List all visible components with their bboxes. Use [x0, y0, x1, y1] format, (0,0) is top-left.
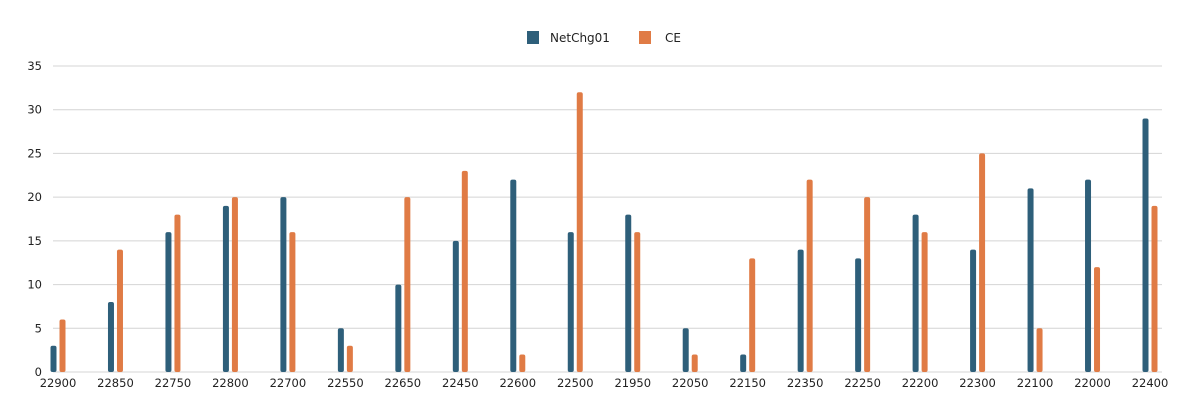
bar-ce-22300: [979, 153, 986, 372]
legend-label-netchg01: NetChg01: [550, 31, 610, 45]
legend-swatch-ce: [639, 31, 651, 44]
x-tick-label: 22450: [442, 376, 479, 390]
x-tick-label: 22800: [212, 376, 249, 390]
bar-ce-22550: [346, 345, 353, 372]
legend-swatch-netchg01: [527, 31, 539, 44]
bar-netchg01-22400: [1142, 118, 1149, 372]
bar-ce-22700: [289, 232, 296, 372]
x-tick-label: 22550: [327, 376, 364, 390]
legend: NetChg01 CE: [527, 31, 681, 45]
bar-ce-22850: [116, 249, 123, 372]
y-tick-label: 10: [27, 278, 42, 292]
y-tick-label: 5: [35, 321, 42, 335]
bar-netchg01-22500: [567, 232, 574, 372]
bar-ce-22750: [174, 214, 181, 372]
bar-netchg01-22200: [912, 214, 919, 372]
bar-ce-22800: [231, 197, 238, 372]
bar-netchg01-21950: [625, 214, 632, 372]
x-tick-label: 22050: [672, 376, 709, 390]
bar-netchg01-22650: [395, 284, 402, 372]
bar-ce-22900: [59, 319, 66, 372]
x-tick-label: 22200: [902, 376, 939, 390]
bar-ce-22450: [461, 170, 468, 372]
bar-netchg01-22350: [797, 249, 804, 372]
bar-ce-22500: [576, 92, 583, 372]
bar-netchg01-22000: [1085, 179, 1092, 372]
y-tick-label: 20: [27, 190, 42, 204]
legend-label-ce: CE: [665, 31, 681, 45]
x-tick-label: 22750: [155, 376, 192, 390]
x-tick-label: 22300: [959, 376, 996, 390]
bar-ce-22150: [749, 258, 756, 372]
bar-ce-22000: [1094, 267, 1101, 372]
x-tick-label: 22350: [787, 376, 824, 390]
y-tick-label: 30: [27, 103, 42, 117]
bar-netchg01-22050: [682, 328, 689, 372]
x-tick-label: 22150: [729, 376, 766, 390]
bar-ce-21950: [634, 232, 641, 372]
bar-ce-22400: [1151, 205, 1158, 372]
x-tick-label: 22100: [1017, 376, 1054, 390]
bar-ce-22650: [404, 197, 411, 372]
bar-netchg01-22600: [510, 179, 517, 372]
y-tick-label: 0: [35, 365, 42, 379]
bar-ce-22050: [691, 354, 698, 372]
y-tick-label: 35: [27, 59, 42, 73]
x-tick-label: 21950: [614, 376, 651, 390]
bar-netchg01-22100: [1027, 188, 1034, 372]
x-tick-label: 22700: [270, 376, 307, 390]
bar-netchg01-22850: [107, 302, 114, 372]
x-tick-label: 22850: [97, 376, 134, 390]
bars: [50, 92, 1158, 372]
x-tick-label: 22900: [40, 376, 77, 390]
x-tick-label: 22600: [499, 376, 536, 390]
bar-netchg01-22450: [452, 240, 459, 372]
bar-ce-22350: [806, 179, 813, 372]
x-tick-label: 22000: [1074, 376, 1111, 390]
bar-netchg01-22800: [222, 205, 229, 372]
y-tick-label: 25: [27, 146, 42, 160]
x-tick-label: 22650: [385, 376, 422, 390]
bar-ce-22100: [1036, 328, 1043, 372]
bar-netchg01-22300: [970, 249, 977, 372]
bar-netchg01-22750: [165, 232, 172, 372]
y-axis: 0 5 10 15 20 25 30 35: [27, 59, 42, 379]
bar-netchg01-22900: [50, 345, 57, 372]
bar-ce-22250: [864, 197, 871, 372]
bar-netchg01-22700: [280, 197, 287, 372]
bar-netchg01-22150: [740, 354, 747, 372]
bar-ce-22200: [921, 232, 928, 372]
gridlines: [53, 65, 1162, 373]
x-tick-label: 22400: [1132, 376, 1169, 390]
x-axis: 22900 22850 22750 22800 22700 22550 22650 22450…: [40, 376, 1169, 390]
x-tick-label: 22500: [557, 376, 594, 390]
bar-ce-22600: [519, 354, 526, 372]
x-tick-label: 22250: [844, 376, 881, 390]
bar-netchg01-22550: [337, 328, 344, 372]
y-tick-label: 15: [27, 234, 42, 248]
bar-netchg01-22250: [855, 258, 862, 372]
